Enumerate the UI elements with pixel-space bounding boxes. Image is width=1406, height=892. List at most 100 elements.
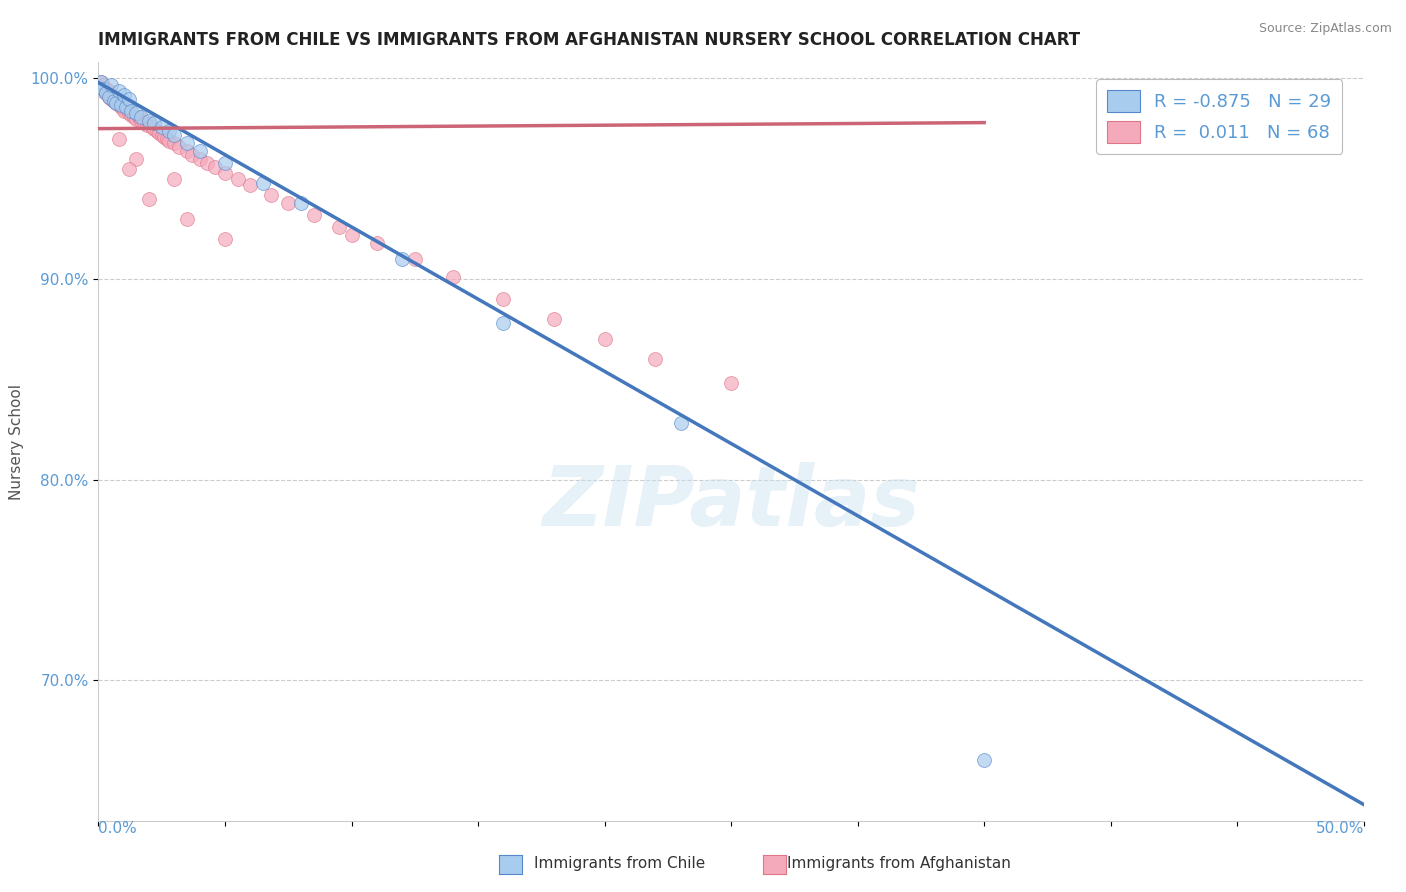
Point xyxy=(328,219,350,234)
Point xyxy=(226,171,249,186)
Point xyxy=(97,89,120,103)
Point xyxy=(153,129,176,144)
Point xyxy=(669,417,692,431)
Point xyxy=(290,195,312,210)
Text: Immigrants from Afghanistan: Immigrants from Afghanistan xyxy=(787,856,1011,871)
Point xyxy=(188,152,211,166)
Point xyxy=(239,178,262,192)
Point xyxy=(138,115,160,129)
Point xyxy=(181,147,204,161)
Point xyxy=(120,107,142,121)
Point xyxy=(125,112,148,126)
Point xyxy=(94,86,117,100)
Point xyxy=(110,99,132,113)
Point xyxy=(176,211,198,226)
Point xyxy=(176,144,198,158)
Point xyxy=(214,155,236,169)
Text: IMMIGRANTS FROM CHILE VS IMMIGRANTS FROM AFGHANISTAN NURSERY SCHOOL CORRELATION : IMMIGRANTS FROM CHILE VS IMMIGRANTS FROM… xyxy=(98,31,1081,49)
Point xyxy=(112,103,135,118)
Point xyxy=(141,120,163,134)
Point xyxy=(593,332,616,346)
Point xyxy=(93,83,115,97)
Point xyxy=(366,235,388,250)
Point xyxy=(90,75,112,89)
Point xyxy=(107,131,129,145)
Point xyxy=(543,312,565,326)
Point xyxy=(120,103,142,118)
Point xyxy=(157,134,180,148)
Point xyxy=(100,91,122,105)
Point xyxy=(93,78,115,92)
Point xyxy=(150,120,173,134)
Point xyxy=(169,139,191,153)
Point xyxy=(131,110,153,124)
Point xyxy=(94,81,117,95)
Point xyxy=(188,144,211,158)
Point xyxy=(105,91,128,105)
Point xyxy=(156,131,179,145)
Point xyxy=(118,91,141,105)
Point xyxy=(492,292,515,306)
Point xyxy=(163,136,186,150)
Text: Immigrants from Chile: Immigrants from Chile xyxy=(534,856,706,871)
Point xyxy=(145,123,167,137)
Point xyxy=(302,208,325,222)
Point xyxy=(100,87,122,102)
Point xyxy=(105,95,128,110)
Point xyxy=(195,155,218,169)
Point xyxy=(644,352,666,367)
Point xyxy=(340,227,363,242)
Point xyxy=(118,105,141,120)
Point xyxy=(492,316,515,330)
Point xyxy=(138,113,160,128)
Point xyxy=(122,110,145,124)
Point xyxy=(720,376,742,391)
Point xyxy=(97,83,120,97)
Point xyxy=(107,83,129,97)
Point xyxy=(110,95,132,110)
Point xyxy=(100,78,122,92)
Point xyxy=(112,102,135,116)
Point xyxy=(94,86,117,100)
Point xyxy=(110,97,132,112)
Point xyxy=(391,252,413,266)
Point xyxy=(90,75,112,89)
Point xyxy=(115,99,138,113)
Point xyxy=(103,89,125,103)
Text: 0.0%: 0.0% xyxy=(98,821,138,836)
Point xyxy=(143,115,166,129)
Text: ZIPatlas: ZIPatlas xyxy=(543,462,920,542)
Point xyxy=(138,192,160,206)
Point xyxy=(103,94,125,108)
Point xyxy=(115,99,138,113)
Point xyxy=(135,118,157,132)
Y-axis label: Nursery School: Nursery School xyxy=(8,384,24,500)
Point xyxy=(90,79,112,94)
Point xyxy=(252,176,274,190)
Point xyxy=(105,95,128,110)
Point xyxy=(214,232,236,246)
Point xyxy=(103,94,125,108)
Point xyxy=(112,87,135,102)
Point xyxy=(973,754,995,768)
Point xyxy=(132,115,155,129)
Legend: R = -0.875   N = 29, R =  0.011   N = 68: R = -0.875 N = 29, R = 0.011 N = 68 xyxy=(1097,79,1343,153)
Point xyxy=(150,128,173,142)
Point xyxy=(163,171,186,186)
Point xyxy=(204,160,226,174)
Point xyxy=(176,136,198,150)
Point xyxy=(277,195,299,210)
Point xyxy=(214,166,236,180)
Point xyxy=(157,123,180,137)
Point xyxy=(97,89,120,103)
Text: 50.0%: 50.0% xyxy=(1316,821,1364,836)
Text: Source: ZipAtlas.com: Source: ZipAtlas.com xyxy=(1258,22,1392,36)
Point xyxy=(148,126,170,140)
Point xyxy=(107,94,129,108)
Point xyxy=(143,121,166,136)
Point xyxy=(441,270,464,285)
Point xyxy=(163,128,186,142)
Point xyxy=(125,105,148,120)
Point xyxy=(107,97,129,112)
Point xyxy=(93,81,115,95)
